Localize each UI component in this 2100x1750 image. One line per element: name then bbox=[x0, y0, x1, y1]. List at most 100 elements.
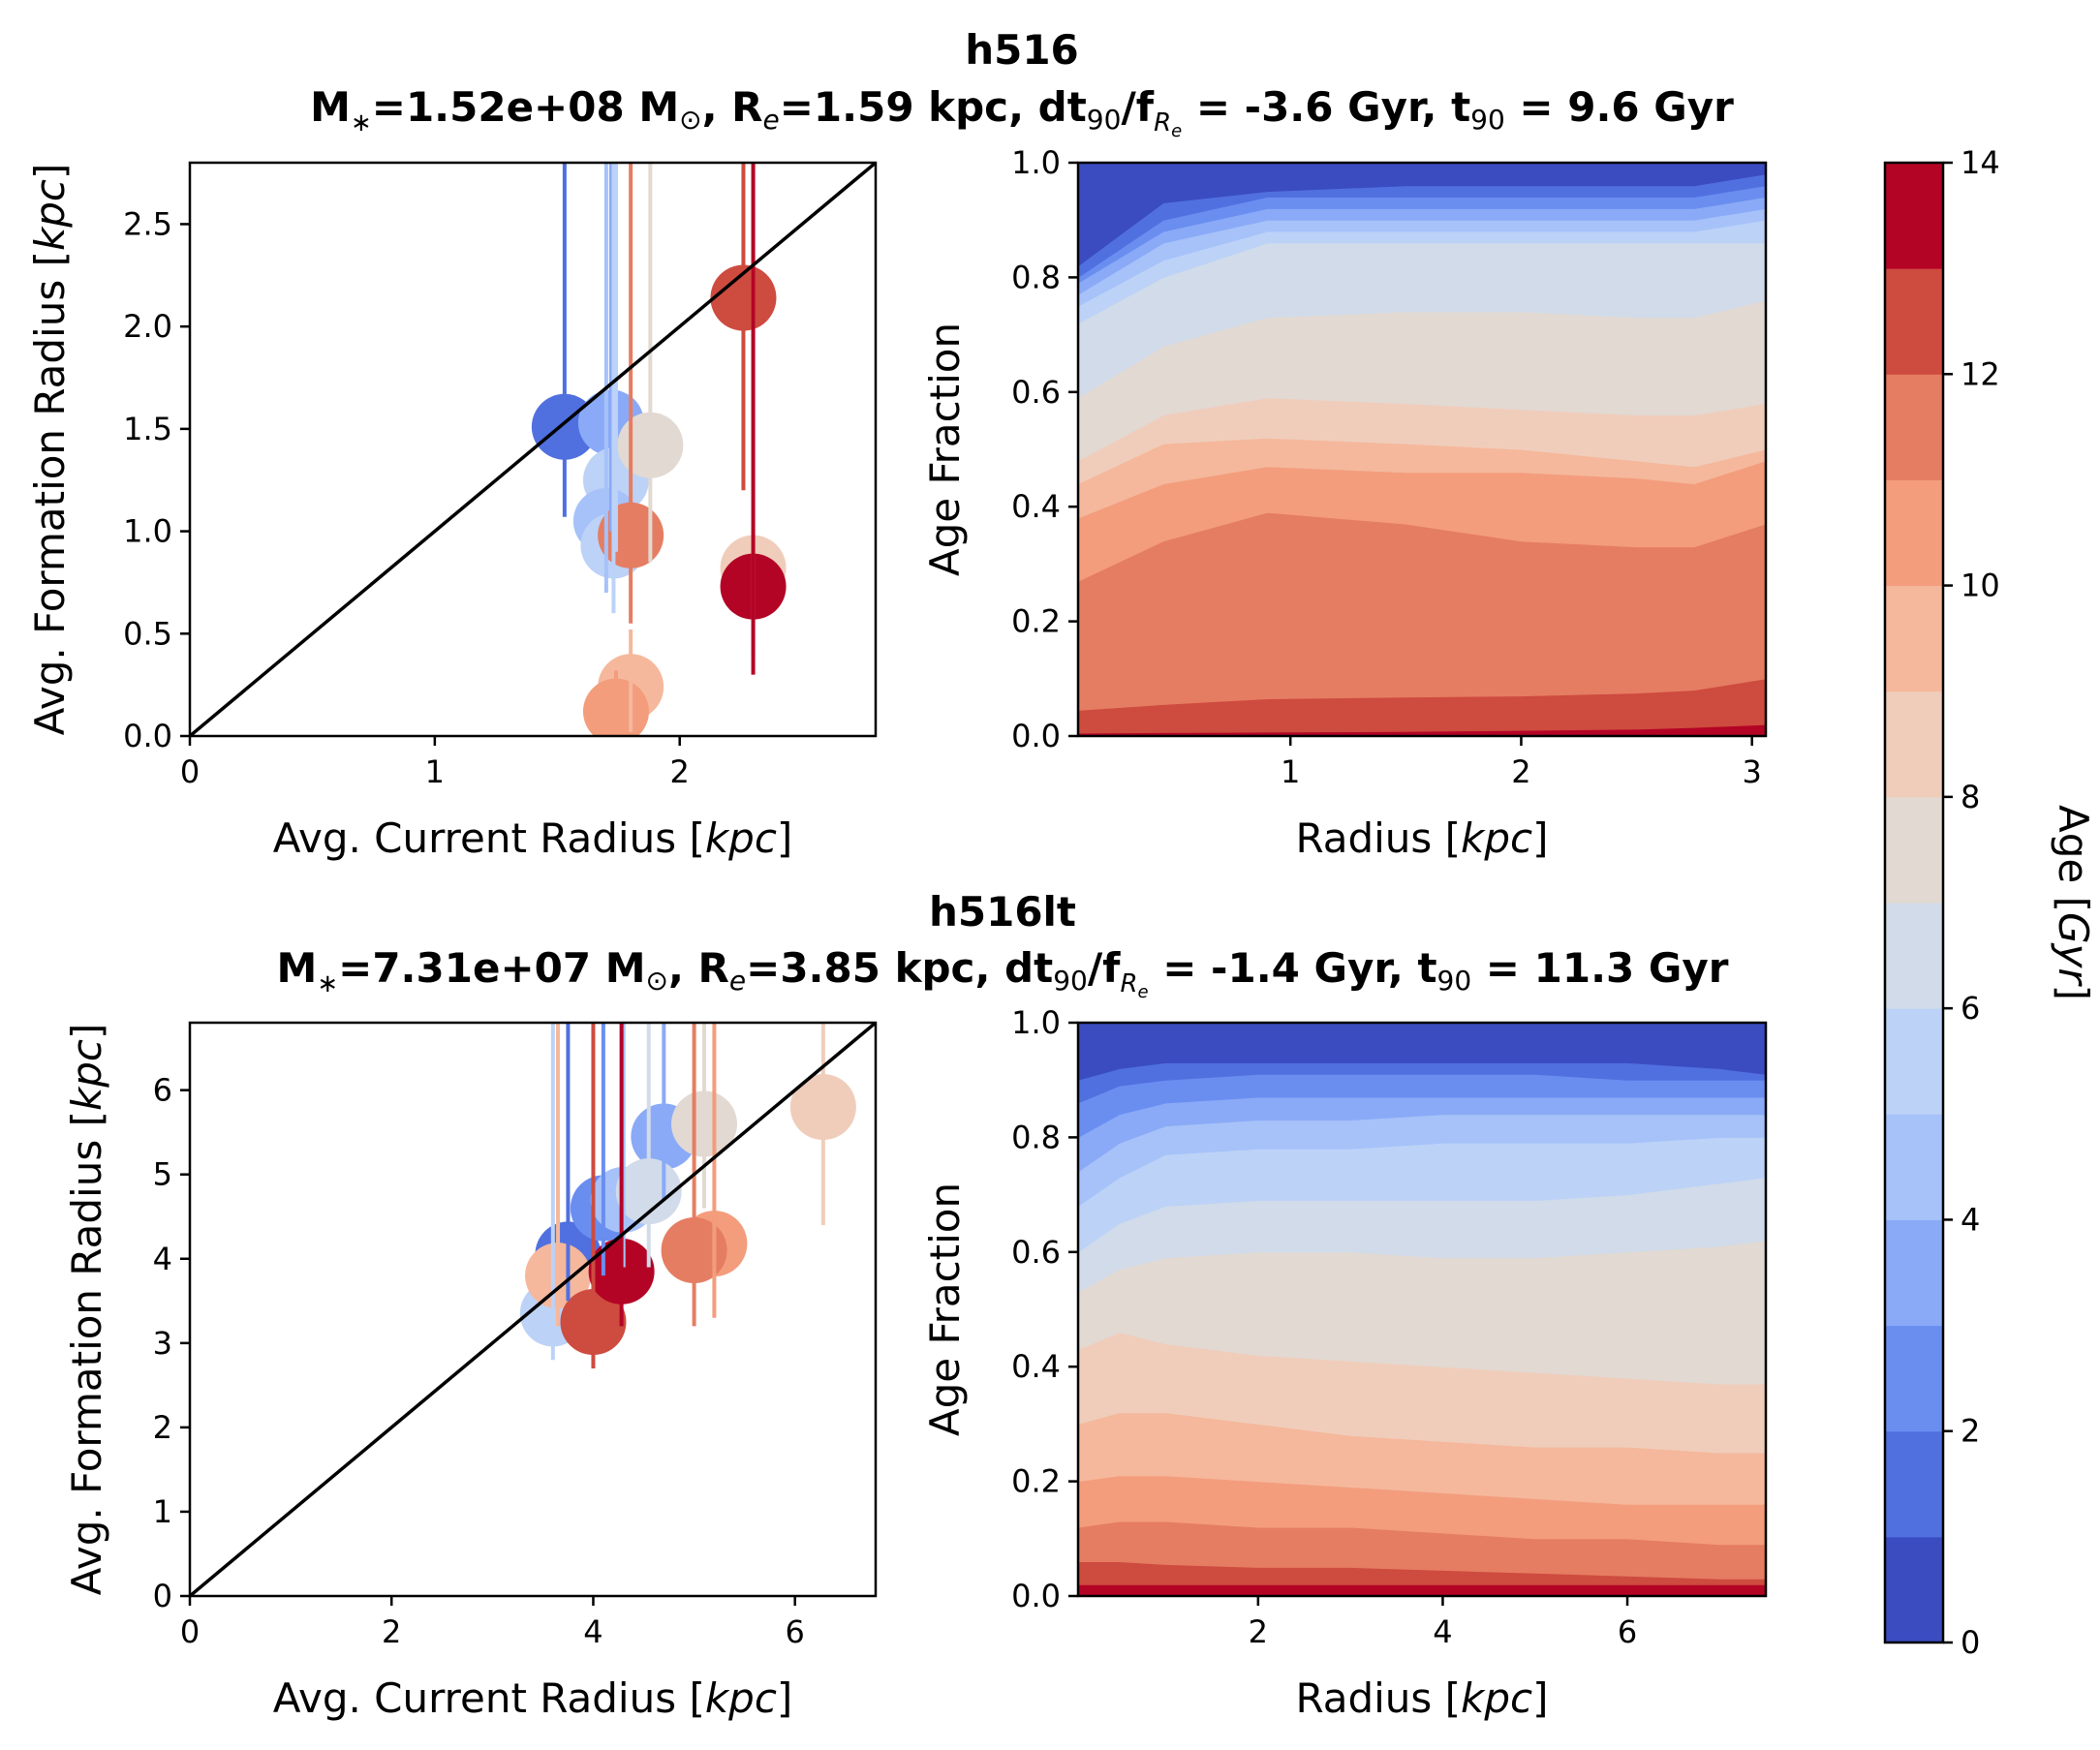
x-tick-label: 2 bbox=[670, 753, 690, 790]
age-fraction-bands-top bbox=[1077, 162, 1767, 737]
colorbar-band bbox=[1885, 1430, 1943, 1538]
colorbar-tick-label: 10 bbox=[1961, 568, 2000, 604]
subtitle-bottom: M∗=7.31e+07 M⊙, Re=3.85 kpc, dt90/fRe = … bbox=[277, 944, 1729, 1002]
colorbar-band bbox=[1885, 163, 1943, 269]
area-panel-top: 1 2 3 0.0 0.2 0.4 0.6 0.8 1.0 Radius [kpc] Age … bbox=[921, 144, 1768, 862]
scatter-panel-top: 0 1 2 0.0 0.5 1.0 1.5 2.0 2.5 Avg. Current Radi… bbox=[26, 161, 878, 862]
one-to-one-line bbox=[190, 163, 876, 736]
colorbar-tick-label: 0 bbox=[1961, 1624, 1980, 1661]
colorbar: 0 2 4 6 8 10 12 14 Age [Gyr] bbox=[1883, 144, 2097, 1661]
y-tick-label: 3 bbox=[153, 1325, 172, 1362]
age-band bbox=[1077, 1583, 1767, 1597]
colorbar-band bbox=[1885, 691, 1943, 798]
colorbar-band bbox=[1885, 479, 1943, 587]
scatter-points-top bbox=[190, 163, 876, 736]
y-tick-label: 0.2 bbox=[1011, 1463, 1061, 1500]
y-tick-label: 0.8 bbox=[1011, 1119, 1061, 1155]
x-axis-label-bottom-left: Avg. Current Radius [kpc] bbox=[273, 1674, 793, 1722]
colorbar-band bbox=[1885, 1008, 1943, 1115]
title-bottom: h516lt bbox=[929, 888, 1076, 936]
axes-frame-top-right bbox=[1076, 161, 1768, 738]
scatter-points-bottom bbox=[190, 1023, 876, 1596]
y-tick-label: 1 bbox=[153, 1493, 172, 1530]
y-tick-label: 1.0 bbox=[123, 513, 172, 550]
y-tick-label: 0.8 bbox=[1011, 259, 1061, 295]
colorbar-frame bbox=[1883, 161, 1945, 1644]
y-axis-label-top-left: Avg. Formation Radius [kpc] bbox=[26, 164, 74, 736]
x-ticks-top-left: 0 1 2 bbox=[180, 736, 690, 790]
x-tick-label: 1 bbox=[1281, 753, 1300, 790]
x-axis-label-top-left: Avg. Current Radius [kpc] bbox=[273, 814, 793, 862]
y-tick-label: 0.2 bbox=[1011, 603, 1061, 640]
colorbar-band bbox=[1885, 1325, 1943, 1432]
y-tick-label: 4 bbox=[153, 1241, 172, 1277]
y-tick-label: 0.0 bbox=[123, 718, 172, 754]
y-tick-label: 0.4 bbox=[1011, 488, 1061, 525]
colorbar-bands bbox=[1885, 163, 1943, 1643]
colorbar-band bbox=[1885, 1536, 1943, 1643]
colorbar-tick-label: 12 bbox=[1961, 355, 2000, 392]
y-ticks-bottom-right: 0.0 0.2 0.4 0.6 0.8 1.0 bbox=[1011, 1004, 1078, 1614]
x-ticks-bottom-right: 2 4 6 bbox=[1249, 1596, 1637, 1650]
area-panel-bottom: 2 4 6 0.0 0.2 0.4 0.6 0.8 1.0 Radius [kpc] Age … bbox=[921, 1004, 1768, 1722]
x-tick-label: 1 bbox=[425, 753, 445, 790]
colorbar-band bbox=[1885, 1114, 1943, 1220]
y-tick-label: 2.0 bbox=[123, 308, 172, 345]
y-tick-label: 1.0 bbox=[1011, 144, 1061, 181]
x-axis-label-bottom-right: Radius [kpc] bbox=[1295, 1674, 1548, 1722]
y-ticks-top-right: 0.0 0.2 0.4 0.6 0.8 1.0 bbox=[1011, 144, 1078, 754]
y-tick-label: 0.5 bbox=[123, 615, 172, 652]
x-tick-label: 0 bbox=[180, 753, 200, 790]
colorbar-band bbox=[1885, 1219, 1943, 1327]
colorbar-band bbox=[1885, 903, 1943, 1009]
colorbar-band bbox=[1885, 585, 1943, 692]
one-to-one-line bbox=[190, 1023, 876, 1596]
y-tick-label: 2.5 bbox=[123, 205, 172, 242]
x-tick-label: 2 bbox=[1511, 753, 1530, 790]
x-tick-label: 2 bbox=[382, 1613, 401, 1650]
x-ticks-top-right: 1 2 3 bbox=[1281, 736, 1762, 790]
colorbar-ticks: 0 2 4 6 8 10 12 14 bbox=[1943, 144, 2000, 1661]
colorbar-tick-label: 6 bbox=[1961, 990, 1980, 1027]
y-tick-label: 0.6 bbox=[1011, 374, 1061, 411]
y-tick-label: 1.5 bbox=[123, 411, 172, 447]
y-tick-label: 1.0 bbox=[1011, 1004, 1061, 1041]
y-tick-label: 6 bbox=[153, 1072, 172, 1109]
axes-frame-top-left bbox=[188, 161, 878, 738]
axes-frame-bottom-right bbox=[1076, 1021, 1768, 1598]
y-axis-label-top-right: Age Fraction bbox=[921, 322, 969, 576]
subtitle-top: M∗=1.52e+08 M⊙, Re=1.59 kpc, dt90/fRe = … bbox=[310, 83, 1734, 141]
y-axis-label-bottom-right: Age Fraction bbox=[921, 1182, 969, 1436]
colorbar-band bbox=[1885, 268, 1943, 375]
x-tick-label: 2 bbox=[1249, 1613, 1268, 1650]
y-ticks-top-left: 0.0 0.5 1.0 1.5 2.0 2.5 bbox=[123, 205, 190, 754]
colorbar-label: Age [Gyr] bbox=[2050, 805, 2097, 1000]
colorbar-tick-label: 8 bbox=[1961, 779, 1980, 815]
colorbar-band bbox=[1885, 796, 1943, 904]
y-tick-label: 2 bbox=[153, 1409, 172, 1446]
x-tick-label: 6 bbox=[786, 1613, 805, 1650]
x-tick-label: 6 bbox=[1618, 1613, 1637, 1650]
y-tick-label: 0 bbox=[153, 1578, 172, 1614]
y-tick-label: 0.6 bbox=[1011, 1234, 1061, 1271]
age-fraction-bands-bottom bbox=[1077, 1022, 1767, 1597]
x-tick-label: 4 bbox=[1433, 1613, 1452, 1650]
colorbar-tick-label: 4 bbox=[1961, 1201, 1980, 1238]
y-tick-label: 0.4 bbox=[1011, 1348, 1061, 1385]
title-top: h516 bbox=[965, 26, 1079, 74]
scatter-clip-group bbox=[190, 1023, 876, 1596]
x-tick-label: 3 bbox=[1743, 753, 1762, 790]
scatter-clip-group bbox=[190, 163, 876, 736]
colorbar-band bbox=[1885, 374, 1943, 480]
y-axis-label-bottom-left: Avg. Formation Radius [kpc] bbox=[63, 1024, 110, 1596]
axes-frame-bottom-left bbox=[188, 1021, 878, 1598]
y-tick-label: 0.0 bbox=[1011, 1578, 1061, 1614]
x-ticks-bottom-left: 0 2 4 6 bbox=[180, 1596, 805, 1650]
y-tick-label: 0.0 bbox=[1011, 718, 1061, 754]
x-axis-label-top-right: Radius [kpc] bbox=[1295, 814, 1548, 862]
colorbar-tick-label: 2 bbox=[1961, 1413, 1980, 1450]
x-tick-label: 0 bbox=[180, 1613, 200, 1650]
colorbar-tick-label: 14 bbox=[1961, 144, 2000, 181]
x-tick-label: 4 bbox=[583, 1613, 602, 1650]
